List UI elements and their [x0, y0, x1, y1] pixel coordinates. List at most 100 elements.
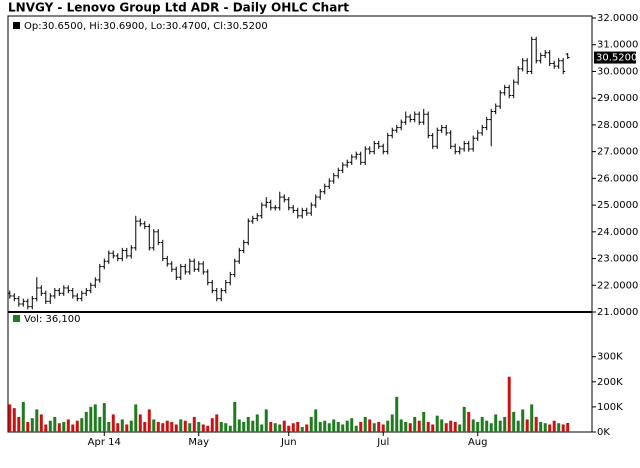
- volume-bar: [93, 404, 97, 432]
- volume-bar: [228, 425, 232, 432]
- volume-bar: [89, 406, 93, 432]
- volume-bar: [39, 414, 43, 432]
- volume-bar: [332, 419, 336, 432]
- volume-bar: [440, 419, 444, 432]
- volume-bar: [516, 420, 520, 432]
- volume-bar: [143, 421, 147, 432]
- volume-bar: [21, 401, 25, 432]
- y-tick-label: 29.0000: [597, 93, 638, 104]
- volume-bar: [251, 420, 255, 432]
- volume-bar: [305, 424, 309, 432]
- volume-tick-label: 100K: [597, 402, 623, 413]
- volume-bar: [84, 411, 88, 432]
- volume-bar: [35, 409, 39, 432]
- x-tick-label: Jul: [376, 437, 389, 448]
- volume-bar: [345, 420, 349, 432]
- volume-tick-label: 200K: [597, 377, 623, 388]
- volume-bar: [71, 424, 75, 432]
- y-tick-label: 22.0000: [597, 280, 638, 291]
- volume-bar: [359, 421, 363, 432]
- volume-bar: [471, 419, 475, 432]
- volume-bar: [512, 411, 516, 432]
- volume-bar: [449, 420, 453, 432]
- volume-bar: [498, 420, 502, 432]
- volume-bar: [552, 420, 556, 432]
- volume-bar: [390, 414, 394, 432]
- volume-bar: [377, 421, 381, 432]
- volume-bar: [296, 421, 300, 432]
- y-tick-label: 21.0000: [597, 307, 638, 318]
- chart-title: LNVGY - Lenovo Group Ltd ADR - Daily OHL…: [8, 1, 349, 15]
- volume-bar: [260, 424, 264, 432]
- volume-bar: [291, 423, 295, 432]
- y-tick-label: 28.0000: [597, 120, 638, 131]
- volume-bar: [534, 416, 538, 432]
- volume-bar: [224, 423, 228, 432]
- volume-legend: Vol: 36,100: [24, 314, 81, 325]
- volume-bar: [435, 415, 439, 432]
- last-price-box: [594, 51, 636, 64]
- volume-legend-swatch: [13, 315, 20, 322]
- volume-bar: [282, 420, 286, 432]
- volume-bar: [156, 421, 160, 432]
- volume-bar: [237, 419, 241, 432]
- volume-bar: [215, 414, 219, 432]
- volume-bar: [174, 424, 178, 432]
- volume-bar: [62, 421, 66, 432]
- volume-tick-label: 300K: [597, 352, 623, 363]
- volume-bar: [444, 423, 448, 432]
- volume-bar: [521, 409, 525, 432]
- volume-bar: [30, 418, 34, 432]
- volume-bar: [341, 424, 345, 432]
- volume-bar: [323, 420, 327, 432]
- volume-bar: [278, 424, 282, 432]
- volume-bar: [453, 421, 457, 432]
- volume-bar: [201, 424, 205, 432]
- y-tick-label: 27.0000: [597, 147, 638, 158]
- volume-bar: [336, 421, 340, 432]
- volume-bar: [557, 423, 561, 432]
- volume-bar: [467, 411, 471, 432]
- volume-bar: [111, 414, 115, 432]
- volume-bar: [314, 409, 318, 432]
- volume-bar: [66, 419, 70, 432]
- volume-bar: [350, 418, 354, 432]
- volume-bar: [206, 425, 210, 432]
- volume-bar: [269, 421, 273, 432]
- volume-bar: [264, 409, 268, 432]
- volume-bar: [395, 396, 399, 432]
- x-tick-label: Apr 14: [88, 437, 121, 448]
- volume-bar: [489, 423, 493, 432]
- volume-bar: [318, 421, 322, 432]
- volume-bar: [233, 401, 237, 432]
- volume-bar: [192, 416, 196, 432]
- volume-bar: [566, 422, 570, 432]
- volume-bar: [98, 416, 102, 432]
- volume-bar: [300, 426, 304, 432]
- volume-bar: [287, 425, 291, 432]
- volume-bar: [48, 420, 52, 432]
- volume-bar: [431, 424, 435, 432]
- volume-bar: [485, 420, 489, 432]
- x-tick-label: May: [188, 437, 209, 448]
- volume-bar: [530, 404, 534, 432]
- volume-bar: [422, 411, 426, 432]
- volume-bar: [507, 376, 511, 432]
- volume-bar: [26, 421, 30, 432]
- volume-bar: [197, 421, 201, 432]
- y-tick-label: 31.0000: [597, 40, 638, 51]
- volume-bar: [494, 414, 498, 432]
- volume-bar: [179, 419, 183, 432]
- volume-bar: [80, 418, 84, 432]
- volume-bar: [120, 419, 124, 432]
- volume-bar: [480, 416, 484, 432]
- volume-bar: [273, 423, 277, 432]
- volume-bar: [188, 423, 192, 432]
- volume-bar: [381, 424, 385, 432]
- legend-swatch: [13, 22, 20, 29]
- volume-bar: [134, 404, 138, 432]
- legend-text: Op:30.6500, Hi:30.6900, Lo:30.4700, Cl:3…: [24, 21, 268, 32]
